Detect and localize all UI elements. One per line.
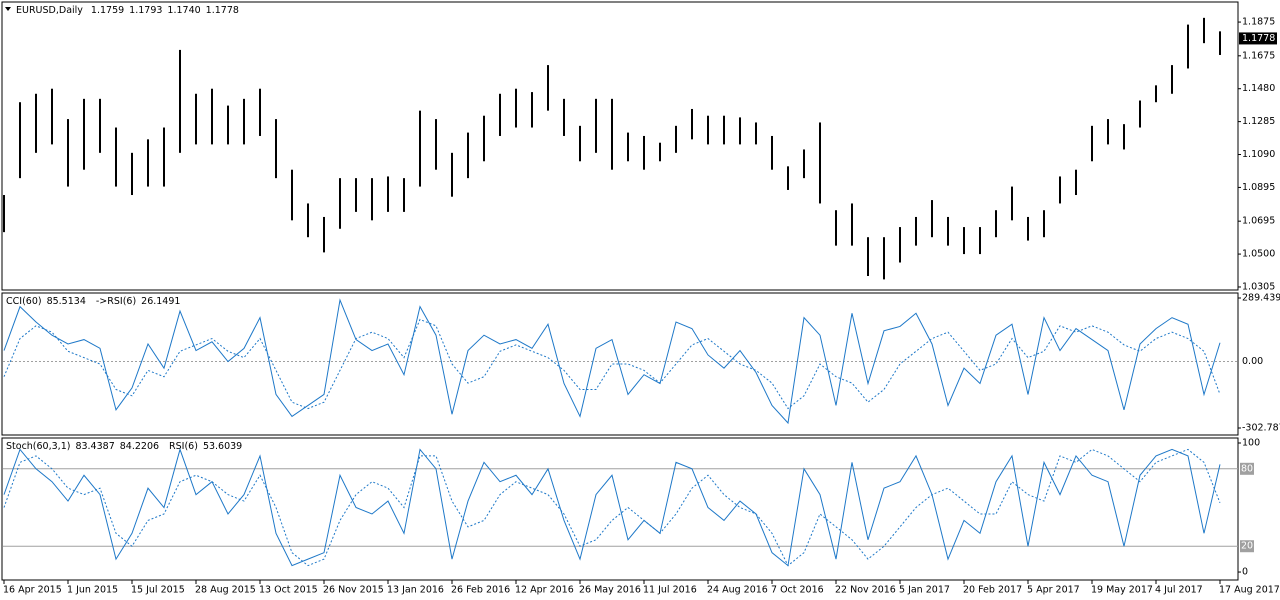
y-tick-label: 1.1285 (1242, 116, 1275, 127)
x-tick-label: 13 Jan 2016 (387, 585, 444, 596)
level-label-box (1240, 540, 1254, 553)
y-tick-label: 289.4394 (1242, 293, 1280, 304)
y-tick-label: -302.787 (1242, 423, 1280, 434)
x-tick-label: 20 Feb 2017 (963, 585, 1022, 596)
current-price-box (1239, 32, 1277, 45)
indicator-value: 53.6039 (203, 441, 242, 452)
stoch-panel (1, 437, 1239, 581)
close: 1.1778 (206, 5, 239, 16)
x-tick-label: 16 Apr 2015 (3, 585, 62, 596)
indicator-value: 84.2206 (120, 441, 159, 452)
x-tick-label: 24 Aug 2016 (707, 585, 768, 596)
x-tick-label: 11 Jul 2016 (643, 585, 697, 596)
y-tick-label: 1.1675 (1242, 50, 1275, 61)
cci-panel (1, 292, 1239, 436)
x-tick-label: 17 Aug 2017 (1219, 585, 1280, 596)
open: 1.1759 (91, 5, 124, 16)
price-header: EURUSD,Daily 1.1759 1.1793 1.1740 1.1778 (16, 5, 239, 16)
current-price-label: 1.1778 (1242, 33, 1275, 44)
x-tick-label: 26 Nov 2015 (323, 585, 384, 596)
stoch-header: Stoch(60,3,1) 83.4387 84.2206 RSI(6) 53.6039 (6, 441, 242, 452)
level-label: 20 (1241, 541, 1253, 552)
low: 1.1740 (167, 5, 200, 16)
menu-arrow (5, 7, 11, 11)
x-tick-label: 15 Jul 2015 (131, 585, 185, 596)
indicator-name: ->RSI(6) (96, 296, 136, 307)
indicator-name: Stoch(60,3,1) (6, 441, 70, 452)
y-tick-label: 1.1875 (1242, 17, 1275, 28)
x-tick-label: 19 May 2017 (1091, 585, 1153, 596)
indicator-line (3, 447, 1221, 567)
high: 1.1793 (129, 5, 162, 16)
indicator-name: RSI(6) (169, 441, 198, 452)
level-label-box (1240, 462, 1254, 475)
indicator-line (3, 318, 1221, 410)
y-tick-label: 1.1480 (1242, 83, 1275, 94)
indicator-value: 26.1491 (141, 296, 180, 307)
y-tick-label: 1.0695 (1242, 216, 1275, 227)
y-tick-label: 1.0895 (1242, 182, 1275, 193)
indicator-value: 85.5134 (47, 296, 86, 307)
y-tick-label: 1.0305 (1242, 281, 1275, 292)
x-tick-label: 7 Oct 2016 (771, 585, 824, 596)
y-tick-label: 0 (1242, 567, 1248, 578)
y-tick-label: 1.0500 (1242, 249, 1275, 260)
x-tick-label: 26 May 2016 (579, 585, 641, 596)
x-tick-label: 1 Jun 2015 (67, 585, 118, 596)
level-label: 0.00 (1242, 356, 1263, 367)
x-tick-label: 22 Nov 2016 (835, 585, 896, 596)
y-tick-label: 100 (1242, 438, 1260, 449)
x-tick-label: 5 Apr 2017 (1027, 585, 1080, 596)
symbol: EURUSD,Daily (16, 5, 83, 16)
price-panel (1, 1, 1239, 291)
x-tick-label: 26 Feb 2016 (451, 585, 510, 596)
indicator-line (3, 298, 1221, 425)
y-tick-label: 1.1090 (1242, 149, 1275, 160)
indicator-name: CCI(60) (6, 296, 42, 307)
x-tick-label: 13 Oct 2015 (259, 585, 318, 596)
x-tick-label: 5 Jan 2017 (899, 585, 950, 596)
cci-header: CCI(60) 85.5134 ->RSI(6) 26.1491 (6, 296, 180, 307)
x-tick-label: 28 Aug 2015 (195, 585, 256, 596)
x-tick-label: 4 Jul 2017 (1155, 585, 1203, 596)
x-tick-label: 12 Apr 2016 (515, 585, 574, 596)
level-label: 80 (1241, 463, 1253, 474)
indicator-value: 83.4387 (75, 441, 114, 452)
